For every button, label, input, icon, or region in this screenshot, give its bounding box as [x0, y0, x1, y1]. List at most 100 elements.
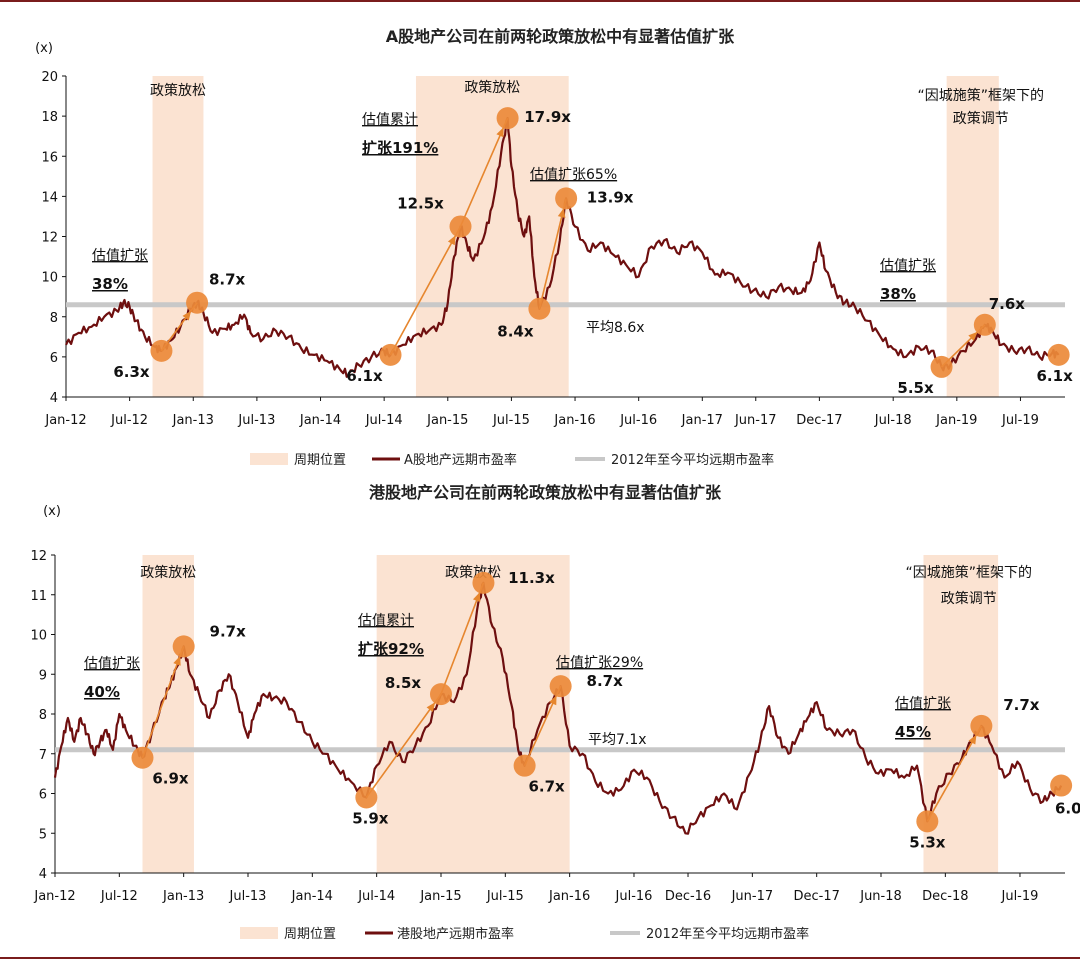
valuation-marker	[496, 107, 519, 130]
arrow-head	[182, 310, 192, 321]
expansion-arrow	[389, 226, 462, 356]
arrow-head	[426, 702, 436, 712]
x-tick-label: Jan-14	[291, 889, 333, 904]
valuation-marker	[513, 754, 536, 777]
expansion-annotation-line2: 45%	[895, 723, 931, 741]
x-tick-label: Jan-16	[553, 413, 595, 428]
x-tick-label: Jan-13	[162, 889, 204, 904]
marker-value-label: 5.9x	[352, 809, 389, 827]
y-tick-label: 8	[50, 311, 58, 326]
legend-label-series: A股地产远期市盈率	[404, 452, 517, 468]
expansion-arrow	[365, 693, 442, 798]
arrow-head	[173, 655, 181, 666]
marker-value-label: 8.7x	[209, 271, 246, 289]
band-label: “因城施策”框架下的	[917, 87, 1044, 104]
marker-value-label: 6.0x	[1055, 800, 1080, 818]
y-tick-label: 9	[39, 668, 47, 683]
expansion-annotation-line1: 估值扩张	[880, 258, 936, 274]
expansion-annotation-line1: 估值累计	[358, 613, 414, 629]
x-tick-label: Jan-12	[33, 889, 75, 904]
band-label: 政策放松	[150, 82, 206, 99]
legend-label-band: 周期位置	[294, 453, 346, 468]
y-tick-label: 5	[39, 827, 47, 842]
y-tick-label: 16	[41, 150, 58, 165]
hk-share-chart: 4 5 6 7 8 9 10 11 12 Jan-12 Jul-12 Jan-13 Jul-13 Jan-…	[30, 483, 1080, 942]
arrow-head	[472, 592, 481, 603]
y-tick-label: 14	[41, 190, 58, 205]
expansion-arrow	[141, 646, 185, 759]
valuation-marker	[355, 786, 378, 809]
marker-value-label: 6.7x	[528, 778, 565, 796]
band-label: 政策放松	[464, 79, 520, 96]
x-tick-label: Jan-17	[681, 413, 723, 428]
policy-band	[142, 555, 194, 873]
valuation-marker	[549, 675, 572, 698]
marker-value-label: 9.7x	[210, 622, 247, 640]
y-tick-label: 10	[30, 629, 47, 644]
policy-band	[376, 555, 570, 873]
y-axis-unit-label: (x)	[35, 41, 53, 56]
marker-value-label: 11.3x	[508, 569, 555, 587]
marker-value-label: 6.9x	[152, 770, 189, 788]
expansion-annotation-line1: 估值扩张65%	[530, 167, 617, 183]
marker-value-label: 7.6x	[989, 295, 1026, 313]
legend-label-average: 2012年至今平均远期市盈率	[646, 926, 809, 942]
expansion-annotation-line1: 估值扩张	[92, 248, 148, 264]
x-tick-label: Jul-12	[110, 413, 148, 428]
x-tick-label: Dec-18	[922, 889, 968, 904]
expansion-arrow	[459, 117, 509, 227]
legend-label-series: 港股地产远期市盈率	[397, 926, 514, 942]
x-tick-label: Jul-15	[492, 413, 530, 428]
x-tick-label: Jul-16	[615, 889, 653, 904]
policy-band	[415, 76, 569, 397]
x-tick-label: Jan-15	[419, 889, 461, 904]
arrow-head	[549, 695, 557, 706]
y-tick-label: 20	[41, 70, 58, 85]
arrow-head	[496, 127, 504, 138]
arrow-head	[557, 208, 566, 218]
marker-value-label: 6.1x	[346, 367, 383, 385]
y-tick-label: 11	[30, 589, 47, 604]
valuation-marker	[186, 291, 209, 314]
marker-value-label: 5.5x	[897, 379, 934, 397]
bottom-border	[0, 957, 1080, 959]
marker-value-label: 6.3x	[113, 363, 150, 381]
marker-value-label: 8.5x	[385, 674, 422, 692]
y-tick-label: 6	[39, 788, 47, 803]
y-tick-label: 12	[30, 549, 47, 564]
x-tick-label: Dec-17	[793, 889, 839, 904]
marker-value-label: 13.9x	[587, 188, 634, 206]
a-share-chart: 4 6 8 10 12 14 16 18 20 Jan-12 Jul-12 Jan-13 Jul-13 J…	[35, 27, 1074, 468]
valuation-marker	[1047, 343, 1070, 366]
x-tick-label: Jan-12	[44, 413, 86, 428]
x-tick-label: Jan-15	[426, 413, 468, 428]
marker-value-label: 8.7x	[587, 672, 624, 690]
x-tick-label: Jun-17	[731, 889, 774, 904]
valuation-marker	[555, 187, 578, 210]
marker-value-label: 17.9x	[524, 108, 571, 126]
marker-value-label: 6.1x	[1037, 367, 1074, 385]
valuation-marker	[1050, 774, 1073, 797]
chart-title: A股地产公司在前两轮政策放松中有显著估值扩张	[386, 27, 735, 46]
y-tick-label: 4	[39, 867, 47, 882]
valuation-marker	[528, 297, 551, 320]
average-label: 平均7.1x	[588, 732, 647, 748]
valuation-marker	[973, 313, 996, 336]
x-tick-label: Jan-13	[172, 413, 214, 428]
y-tick-label: 4	[50, 391, 58, 406]
valuation-marker	[472, 571, 495, 594]
expansion-annotation-line1: 估值累计	[362, 112, 418, 128]
marker-value-label: 5.3x	[909, 833, 946, 851]
valuation-marker	[930, 355, 953, 378]
y-tick-label: 7	[39, 748, 47, 763]
top-border	[0, 0, 1080, 2]
expansion-annotation-line1: 估值扩张	[895, 696, 951, 712]
x-tick-label: Jul-16	[619, 413, 657, 428]
y-axis-unit-label: (x)	[43, 504, 61, 519]
arrow-head	[968, 331, 978, 341]
marker-value-label: 8.4x	[497, 323, 534, 341]
arrow-head	[968, 734, 977, 745]
legend-swatch-band	[240, 927, 278, 939]
x-tick-label: Jul-18	[874, 413, 912, 428]
expansion-annotation-line2: 扩张92%	[358, 640, 424, 658]
